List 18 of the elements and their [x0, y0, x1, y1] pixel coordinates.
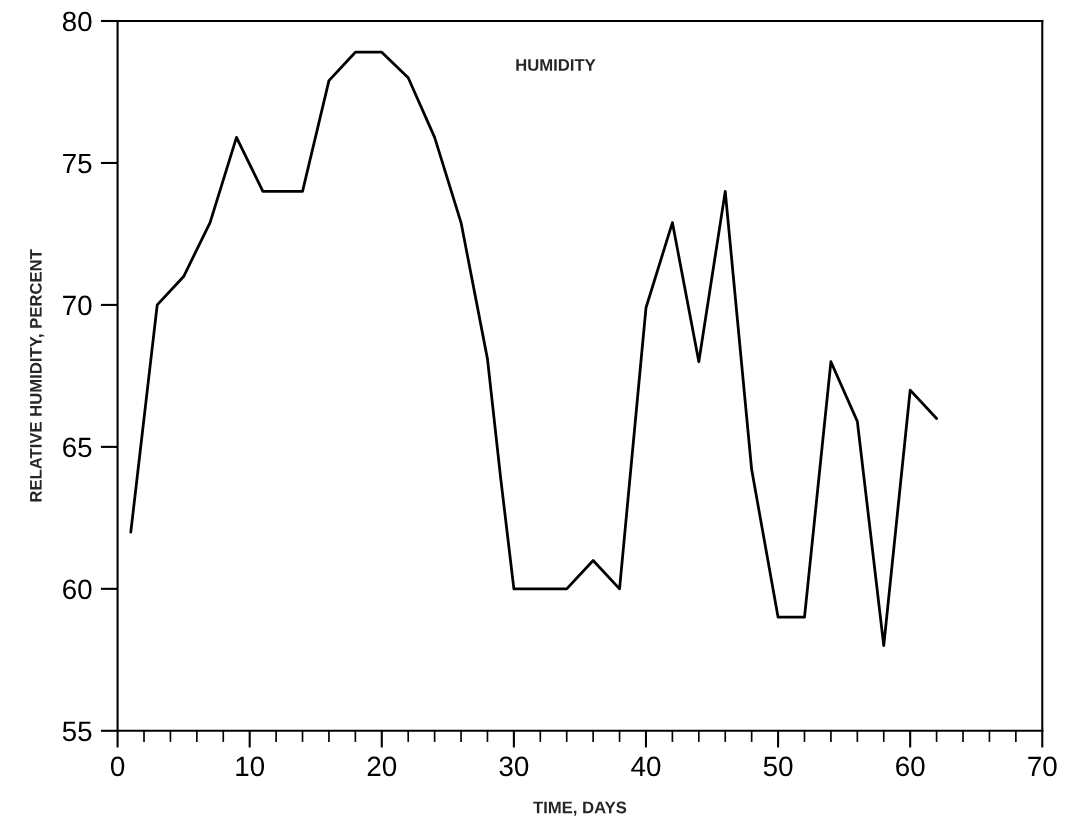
line-series [129, 50, 938, 648]
x-tick-label: 10 [236, 756, 265, 777]
x-tick-label: 50 [763, 756, 793, 777]
y-tick-label: 80 [62, 11, 92, 32]
y-axis-title: RELATIVE HUMIDITY, PERCENT [29, 249, 45, 502]
y-tick-label: 70 [63, 295, 92, 316]
y-tick-label: 60 [63, 579, 92, 600]
y-tick-label: 65 [63, 437, 92, 458]
y-tick-label: 55 [62, 721, 92, 742]
x-axis-title: TIME, DAYS [533, 801, 627, 816]
annotation: HUMIDITY [516, 59, 596, 71]
x-tick-label: 30 [499, 756, 529, 777]
x-tick-label: 20 [367, 756, 397, 777]
x-tick-label: 0 [110, 756, 125, 777]
y-tick-label: 75 [63, 153, 92, 174]
x-tick-label: 60 [896, 756, 925, 777]
x-tick-label: 40 [631, 756, 661, 777]
x-tick-label: 70 [1028, 756, 1057, 777]
